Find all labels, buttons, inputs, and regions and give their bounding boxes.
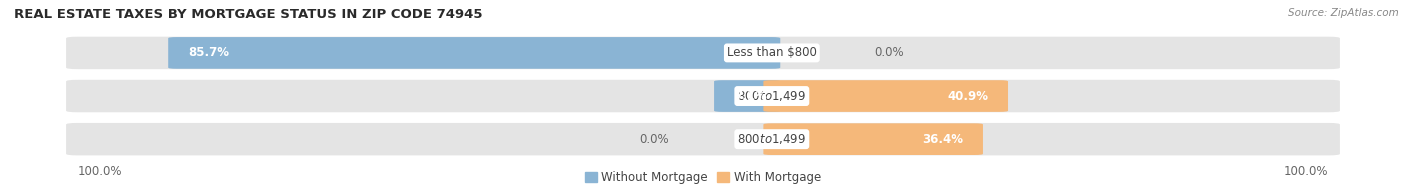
Text: 40.9%: 40.9% xyxy=(948,90,988,103)
Text: 0.0%: 0.0% xyxy=(640,133,669,146)
Text: REAL ESTATE TAXES BY MORTGAGE STATUS IN ZIP CODE 74945: REAL ESTATE TAXES BY MORTGAGE STATUS IN … xyxy=(14,8,482,21)
Text: 36.4%: 36.4% xyxy=(922,133,963,146)
Text: 7.1%: 7.1% xyxy=(734,90,766,103)
Text: Source: ZipAtlas.com: Source: ZipAtlas.com xyxy=(1288,8,1399,18)
Text: $800 to $1,499: $800 to $1,499 xyxy=(737,89,806,103)
FancyBboxPatch shape xyxy=(66,123,1340,155)
FancyBboxPatch shape xyxy=(763,80,1008,112)
Text: Less than $800: Less than $800 xyxy=(727,46,817,59)
Text: 85.7%: 85.7% xyxy=(188,46,229,59)
FancyBboxPatch shape xyxy=(763,123,983,155)
Text: 0.0%: 0.0% xyxy=(875,46,904,59)
FancyBboxPatch shape xyxy=(66,80,1340,112)
Legend: Without Mortgage, With Mortgage: Without Mortgage, With Mortgage xyxy=(585,171,821,184)
Text: 100.0%: 100.0% xyxy=(1284,165,1329,178)
Text: 100.0%: 100.0% xyxy=(77,165,122,178)
FancyBboxPatch shape xyxy=(714,80,780,112)
FancyBboxPatch shape xyxy=(169,37,780,69)
FancyBboxPatch shape xyxy=(66,37,1340,69)
Text: $800 to $1,499: $800 to $1,499 xyxy=(737,132,806,146)
